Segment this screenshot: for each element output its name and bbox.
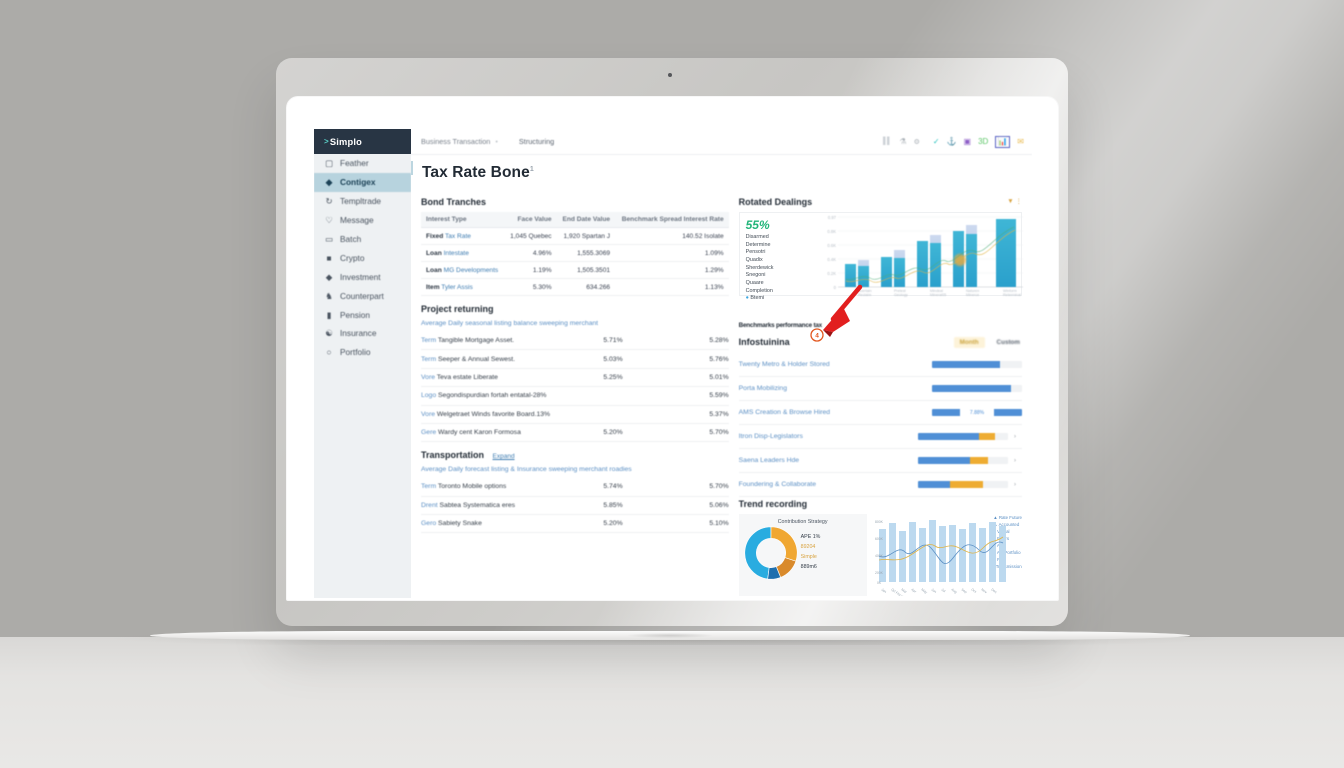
svg-text:May: May	[920, 588, 928, 595]
svg-text:0.6K: 0.6K	[827, 243, 836, 248]
svg-text:800K: 800K	[875, 520, 884, 524]
svg-text:Jan: Jan	[880, 588, 887, 594]
svg-text:400K: 400K	[875, 554, 884, 558]
svg-text:Aug: Aug	[950, 588, 957, 595]
svg-text:Jul: Jul	[940, 588, 946, 594]
svg-text:0: 0	[833, 285, 836, 290]
svg-text:Geology: Geology	[894, 293, 908, 297]
svg-text:Reterminal: Reterminal	[1003, 293, 1021, 297]
svg-text:Minerce: Minerce	[966, 293, 979, 297]
svg-text:0.97: 0.97	[827, 215, 836, 220]
svg-text:Jun: Jun	[930, 588, 937, 594]
svg-text:0.4K: 0.4K	[827, 257, 836, 262]
svg-text:Apr: Apr	[910, 588, 917, 595]
svg-text:Mineral05: Mineral05	[930, 293, 946, 297]
svg-text:600K: 600K	[875, 537, 884, 541]
svg-text:Dec: Dec	[990, 588, 997, 595]
svg-text:Oct: Oct	[970, 588, 977, 594]
svg-text:0.8K: 0.8K	[827, 229, 836, 234]
svg-text:Reclaim: Reclaim	[858, 293, 871, 297]
svg-text:0.2K: 0.2K	[827, 271, 836, 276]
svg-text:0K: 0K	[877, 581, 882, 585]
svg-text:200K: 200K	[875, 571, 884, 575]
svg-text:Nov: Nov	[980, 588, 987, 595]
svg-text:Sep: Sep	[960, 588, 967, 595]
